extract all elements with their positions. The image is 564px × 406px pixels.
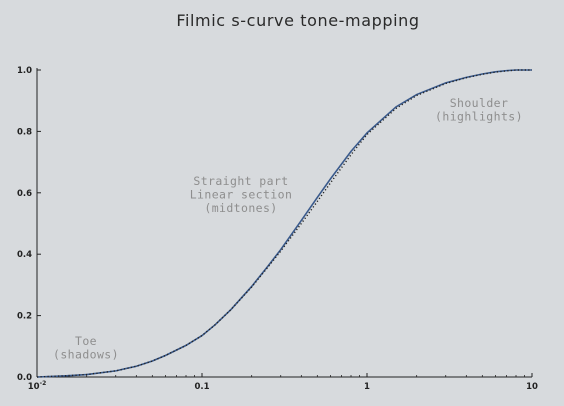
x-tick-base: 10 [28,382,40,392]
y-tick-label: 1.0 [17,66,32,76]
annotation-line: Straight part [193,174,288,188]
annotation-line: (midtones) [204,201,277,215]
x-tick-base: 0.1 [194,382,209,392]
annotation-line: Linear section [190,188,293,202]
y-tick-label: 0.2 [17,312,32,322]
chart-title: Filmic s-curve tone-mapping [176,11,419,30]
x-tick-label: 10 [526,382,538,392]
x-tick-base: 1 [364,382,370,392]
x-tick-label: 10-2 [28,380,47,392]
annotation-line: Shoulder [450,96,509,110]
annotation-line: Toe [75,334,97,348]
y-tick-label: 0.0 [17,373,32,383]
dotted-series-line [36,69,532,378]
y-tick-label: 0.4 [17,250,32,260]
x-tick-exponent: -2 [40,380,47,387]
x-tick-label: 1 [364,382,370,392]
axes: 0.00.20.40.60.81.010-2 0.1 1 10 [17,66,538,392]
x-tick-base: 10 [526,382,538,392]
x-tick-label: 0.1 [194,382,209,392]
annotation-line: (highlights) [435,110,523,124]
annotation-line: (shadows) [53,348,119,362]
plot-lines [36,69,532,378]
y-tick-label: 0.8 [17,127,32,137]
y-tick-label: 0.6 [17,189,32,199]
